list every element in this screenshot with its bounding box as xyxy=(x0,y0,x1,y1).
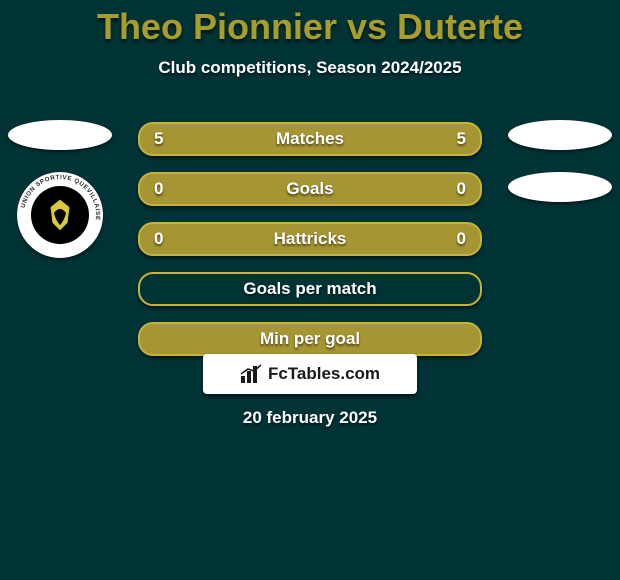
stat-value-left: 0 xyxy=(154,179,163,199)
club-badge-ring-text: UNION SPORTIVE QUEVILLAISE xyxy=(17,172,103,258)
page-title: Theo Pionnier vs Duterte xyxy=(0,0,620,48)
left-player-badges: UNION SPORTIVE QUEVILLAISE xyxy=(0,120,120,258)
stat-bar-goals-per-match: Goals per match xyxy=(138,272,482,306)
player-badge-placeholder xyxy=(508,172,612,202)
stat-value-right: 0 xyxy=(457,179,466,199)
stat-bar-min-per-goal: Min per goal xyxy=(138,322,482,356)
stat-value-right: 0 xyxy=(457,229,466,249)
stat-bar-goals: 0 Goals 0 xyxy=(138,172,482,206)
stat-value-left: 5 xyxy=(154,129,163,149)
stat-label: Goals xyxy=(286,179,333,199)
right-player-badges xyxy=(500,120,620,224)
bars-icon xyxy=(240,364,262,384)
stat-value-left: 0 xyxy=(154,229,163,249)
page-subtitle: Club competitions, Season 2024/2025 xyxy=(0,58,620,78)
stat-bars: 5 Matches 5 0 Goals 0 0 Hattricks 0 Goal… xyxy=(138,122,482,372)
comparison-infographic: Theo Pionnier vs Duterte Club competitio… xyxy=(0,0,620,580)
brand-label: FcTables.com xyxy=(268,364,380,384)
stat-label: Goals per match xyxy=(243,279,376,299)
stat-bar-hattricks: 0 Hattricks 0 xyxy=(138,222,482,256)
player-badge-placeholder xyxy=(508,120,612,150)
club-badge-ring-label: UNION SPORTIVE QUEVILLAISE xyxy=(20,174,101,221)
club-badge: UNION SPORTIVE QUEVILLAISE xyxy=(17,172,103,258)
brand-watermark: FcTables.com xyxy=(203,354,417,394)
player-badge-placeholder xyxy=(8,120,112,150)
svg-text:UNION SPORTIVE QUEVILLAISE: UNION SPORTIVE QUEVILLAISE xyxy=(20,174,101,221)
stat-label: Matches xyxy=(276,129,344,149)
as-of-date: 20 february 2025 xyxy=(0,408,620,428)
stat-label: Hattricks xyxy=(274,229,347,249)
stat-value-right: 5 xyxy=(457,129,466,149)
stat-label: Min per goal xyxy=(260,329,360,349)
stat-bar-matches: 5 Matches 5 xyxy=(138,122,482,156)
